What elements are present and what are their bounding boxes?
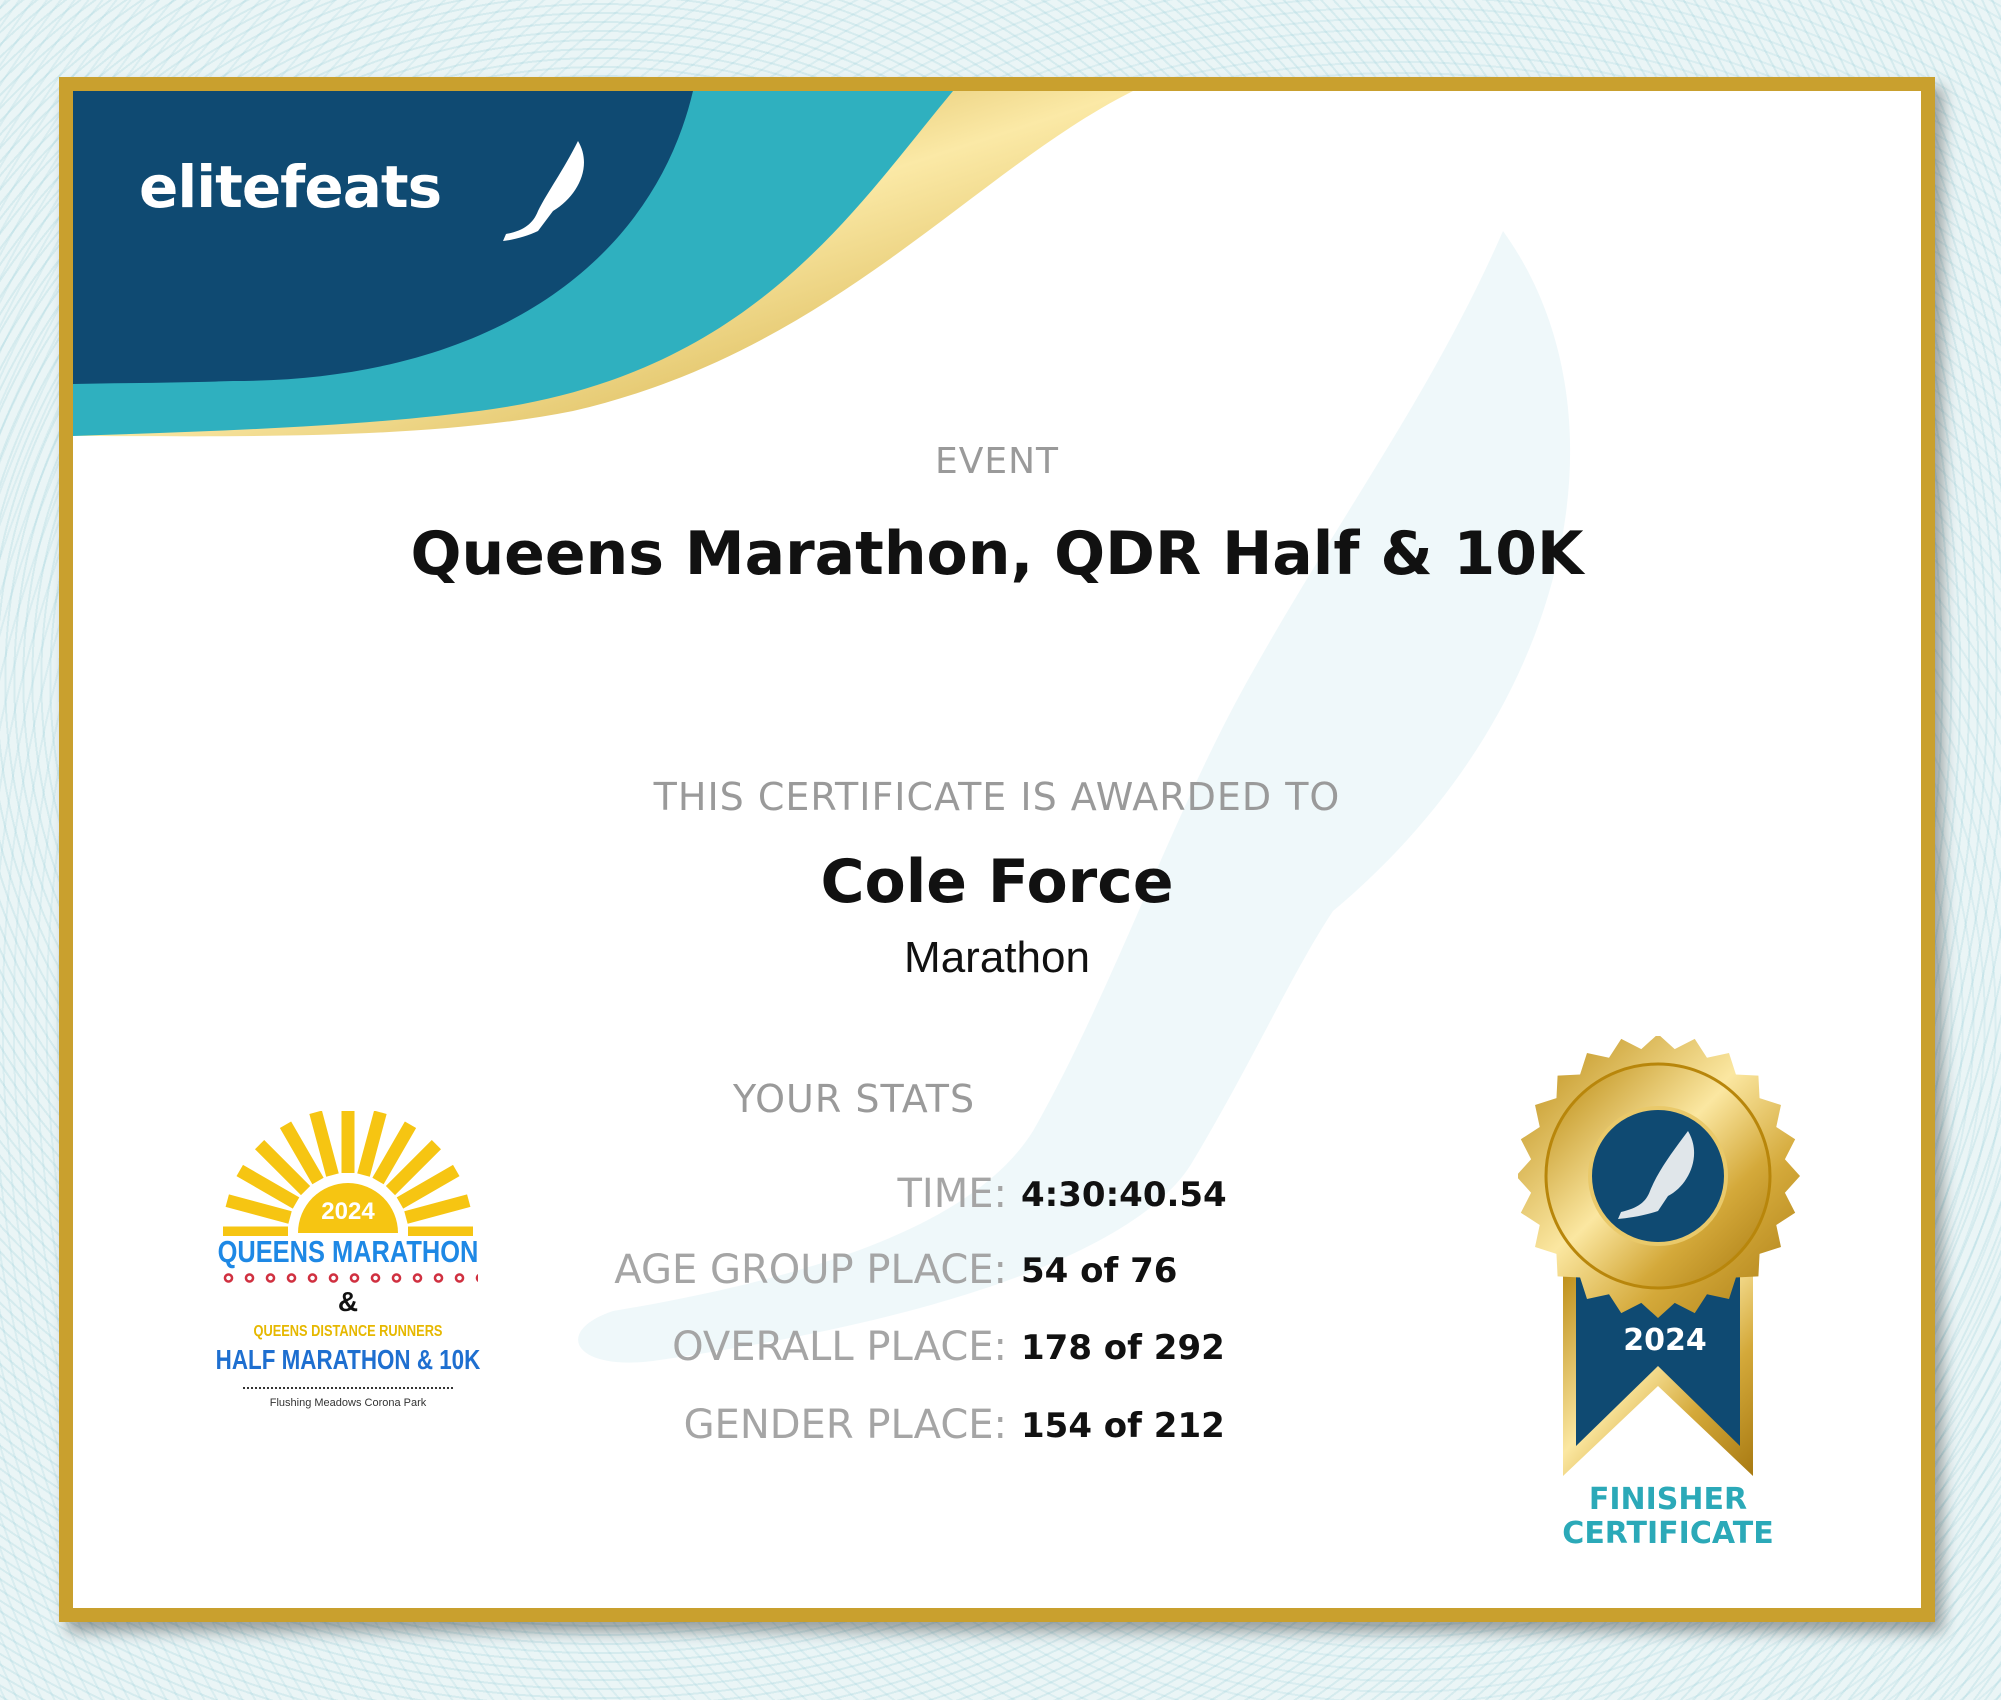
logo-year: 2024 <box>321 1198 375 1225</box>
sun-ray <box>255 1140 311 1196</box>
sun-ray <box>396 1164 460 1209</box>
stat-row-gender: GENDER PLACE: 154 of 212 <box>73 1402 1921 1452</box>
sun-ray <box>225 1194 292 1224</box>
stat-label: AGE GROUP PLACE: <box>614 1247 1007 1293</box>
logo-amp: & <box>337 1286 359 1317</box>
sun-core <box>298 1183 398 1233</box>
race-name: Marathon <box>904 933 1090 982</box>
sun-ray <box>309 1111 339 1177</box>
logo-line2: QUEENS DISTANCE RUNNERS <box>253 1323 443 1340</box>
awarded-to-label: THIS CERTIFICATE IS AWARDED TO <box>653 775 1341 819</box>
logo-line3: HALF MARATHON & 10K <box>215 1344 481 1375</box>
stat-row-time: TIME: 4:30:40.54 <box>73 1171 1921 1221</box>
brand-logo: elitefeats <box>139 153 442 221</box>
event-logo: 2024 QUEENS MARATHON & QUEENS DISTANCE R… <box>213 1111 483 1441</box>
event-name: Queens Marathon, QDR Half & 10K <box>410 519 1584 589</box>
stat-value: 178 of 292 <box>1021 1328 1225 1368</box>
finisher-medal <box>1518 1036 1800 1476</box>
caption-line2: CERTIFICATE <box>1562 1516 1774 1551</box>
sun-ray <box>236 1164 300 1209</box>
winged-foot-watermark <box>578 231 1571 1363</box>
caption-line1: FINISHER <box>1588 1482 1748 1517</box>
stat-value: 154 of 212 <box>1021 1406 1225 1446</box>
sun-ray <box>385 1140 441 1196</box>
sun-ray <box>372 1121 417 1185</box>
stat-row-age-group: AGE GROUP PLACE: 54 of 76 <box>73 1247 1921 1297</box>
event-label: EVENT <box>934 441 1060 482</box>
stat-value: 4:30:40.54 <box>1021 1175 1227 1215</box>
medal-year: 2024 <box>1623 1323 1707 1358</box>
logo-line1: QUEENS MARATHON <box>217 1234 479 1269</box>
sun-ray <box>357 1111 387 1177</box>
sun-ray <box>404 1194 471 1224</box>
stat-row-overall: OVERALL PLACE: 178 of 292 <box>73 1324 1921 1374</box>
stats-heading: YOUR STATS <box>733 1077 976 1121</box>
sun-ray <box>279 1121 324 1185</box>
finisher-caption: FINISHER CERTIFICATE <box>1553 1483 1783 1551</box>
dot-row <box>218 1273 478 1283</box>
stat-value: 54 of 76 <box>1021 1251 1178 1291</box>
header-swoosh <box>73 91 1133 437</box>
stat-label: TIME: <box>897 1171 1008 1217</box>
stat-label: GENDER PLACE: <box>683 1402 1007 1448</box>
logo-location: Flushing Meadows Corona Park <box>269 1397 427 1409</box>
wave-line <box>243 1381 453 1389</box>
stat-label: OVERALL PLACE: <box>672 1324 1007 1370</box>
recipient-name: Cole Force <box>820 847 1174 917</box>
certificate: elitefeats EVENT Queens Marathon, QDR Ha… <box>59 77 1935 1622</box>
sunburst-icon <box>223 1111 473 1236</box>
winged-foot-icon <box>503 141 584 241</box>
